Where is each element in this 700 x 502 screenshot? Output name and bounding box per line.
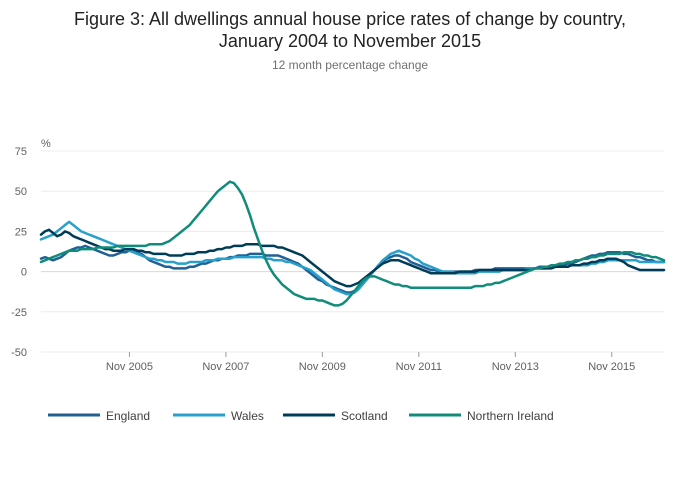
legend-label: England: [106, 409, 150, 423]
series-line-scotland: [39, 228, 666, 288]
chart-title-line-1: Figure 3: All dwellings annual house pri…: [74, 9, 626, 29]
y-axis-ticks: 75 50 25 0 -25 -50: [11, 146, 27, 359]
y-tick-label: 50: [15, 186, 27, 198]
y-axis-label: %: [41, 138, 51, 150]
legend: England Wales Scotland Northern Ireland: [48, 409, 554, 423]
x-tick-label: Nov 2015: [588, 361, 635, 373]
legend-label: Scotland: [341, 409, 388, 423]
chart-title-line-2: January 2004 to November 2015: [218, 31, 482, 51]
x-tick-label: Nov 2009: [299, 361, 346, 373]
legend-item-northern-ireland: Northern Ireland: [409, 409, 554, 423]
gridlines: [41, 150, 664, 353]
chart-title: Figure 3: All dwellings annual house pri…: [0, 8, 700, 52]
legend-item-scotland: Scotland: [283, 409, 388, 423]
x-tick-label: Nov 2011: [396, 361, 442, 373]
legend-label: Wales: [231, 409, 264, 423]
x-tick-label: Nov 2007: [202, 361, 249, 373]
y-tick-label: 75: [15, 146, 27, 158]
legend-item-england: England: [48, 409, 150, 423]
series-line-northern-ireland: [39, 180, 666, 307]
legend-item-wales: Wales: [173, 409, 264, 423]
y-tick-label: 0: [21, 267, 27, 279]
series-lines: [39, 180, 666, 307]
series-line-wales: [39, 220, 666, 296]
y-tick-label: -25: [11, 307, 27, 319]
legend-label: Northern Ireland: [467, 409, 554, 423]
x-axis-ticks: Nov 2005 Nov 2007 Nov 2009 Nov 2011 Nov 2013…: [106, 352, 635, 373]
x-tick-label: Nov 2005: [106, 361, 153, 373]
y-tick-label: 25: [15, 226, 27, 238]
y-tick-label: -50: [11, 347, 27, 359]
x-tick-label: Nov 2013: [492, 361, 539, 373]
chart-subtitle: 12 month percentage change: [271, 58, 429, 72]
